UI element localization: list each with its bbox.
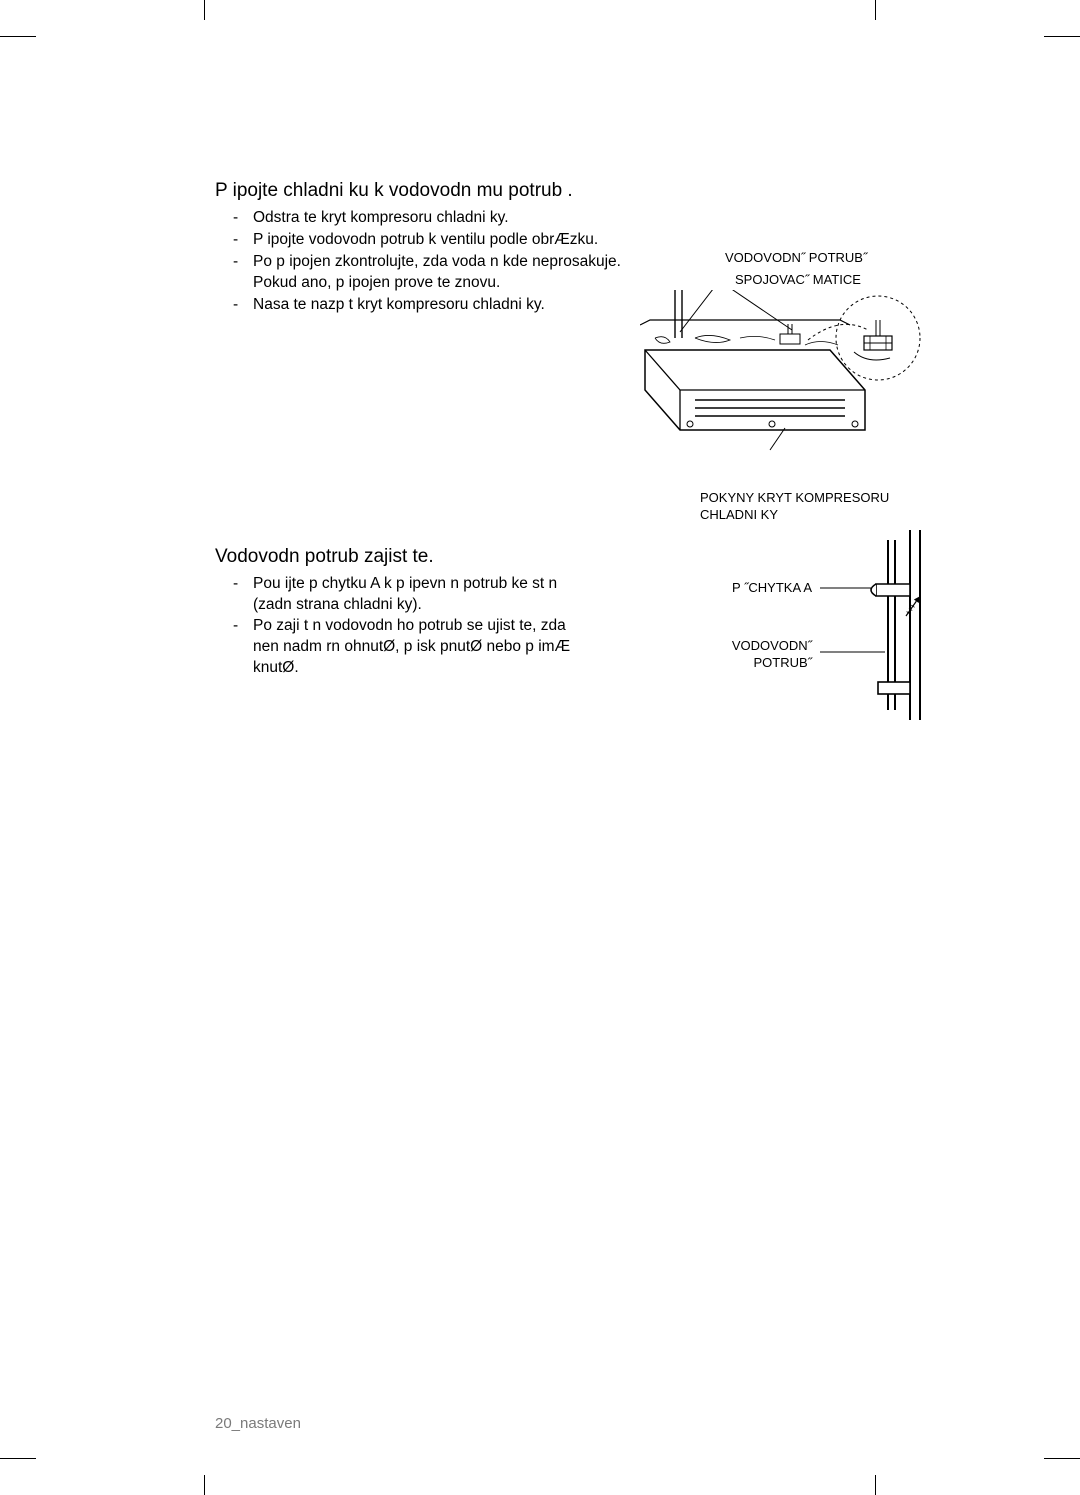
list-item-text: Po zaji t n vodovodn ho potrub se ujist … <box>253 617 570 676</box>
label-text: VODOVODN˝ <box>732 638 812 653</box>
list-item: Nasa te nazp t kryt kompresoru chladni k… <box>233 295 655 316</box>
list-item: Po p ipojen zkontrolujte, zda voda n kde… <box>233 252 655 294</box>
list-item-text: P ipojte vodovodn potrub k ventilu podle… <box>253 231 598 248</box>
crop-mark <box>875 1475 876 1495</box>
list-item-text: Nasa te nazp t kryt kompresoru chladni k… <box>253 296 545 313</box>
crop-mark <box>0 36 36 37</box>
list-item: Po zaji t n vodovodn ho potrub se ujist … <box>233 616 585 679</box>
list-item-text: Pou ijte p chytku A k p ipevn n potrub k… <box>253 575 557 613</box>
footer-text: 20_nastaven <box>215 1415 301 1432</box>
list-item: Pou ijte p chytku A k p ipevn n potrub k… <box>233 574 585 616</box>
figure-clamp: P ˝CHYTKA A VODOVODN˝ POTRUB˝ <box>720 530 980 720</box>
label-text: VODOVODN˝ POTRUB˝ <box>725 250 867 265</box>
list-item-text: Po p ipojen zkontrolujte, zda voda n kde… <box>253 253 621 291</box>
crop-mark <box>875 0 876 20</box>
figure-label: VODOVODN˝ POTRUB˝ <box>725 250 867 267</box>
compressor-diagram-icon <box>640 290 950 500</box>
section-2-list: Pou ijte p chytku A k p ipevn n potrub k… <box>215 574 585 680</box>
figure-label: P ˝CHYTKA A <box>720 580 812 597</box>
crop-mark <box>0 1458 36 1459</box>
crop-mark <box>204 0 205 20</box>
figure-label: POKYNY KRYT KOMPRESORU CHLADNI KY <box>700 490 889 524</box>
label-text: POTRUB˝ <box>754 655 813 670</box>
list-item-text: Odstra te kryt kompresoru chladni ky. <box>253 209 509 226</box>
crop-mark <box>1044 1458 1080 1459</box>
figure-label: VODOVODN˝ POTRUB˝ <box>720 638 812 672</box>
heading-text: P ipojte chladni ku k vodovodn mu potrub… <box>215 180 573 201</box>
list-item: P ipojte vodovodn potrub k ventilu podle… <box>233 230 655 251</box>
label-text: CHLADNI KY <box>700 507 778 522</box>
label-text: P ˝CHYTKA A <box>732 580 812 595</box>
label-text: SPOJOVAC˝ MATICE <box>735 272 861 287</box>
page-footer: 20_nastaven <box>215 1415 301 1432</box>
section-1-list: Odstra te kryt kompresoru chladni ky. P … <box>215 208 655 316</box>
label-text: POKYNY KRYT KOMPRESORU <box>700 490 889 505</box>
crop-mark <box>1044 36 1080 37</box>
figure-compressor: VODOVODN˝ POTRUB˝ SPOJOVAC˝ MATICE <box>670 250 1010 500</box>
heading-text: Vodovodn potrub zajist te. <box>215 546 434 567</box>
figure-label: SPOJOVAC˝ MATICE <box>735 272 861 289</box>
list-item: Odstra te kryt kompresoru chladni ky. <box>233 208 655 229</box>
section-1-heading: P ipojte chladni ku k vodovodn mu potrub… <box>215 180 995 202</box>
crop-mark <box>204 1475 205 1495</box>
clamp-diagram-icon <box>720 530 960 720</box>
